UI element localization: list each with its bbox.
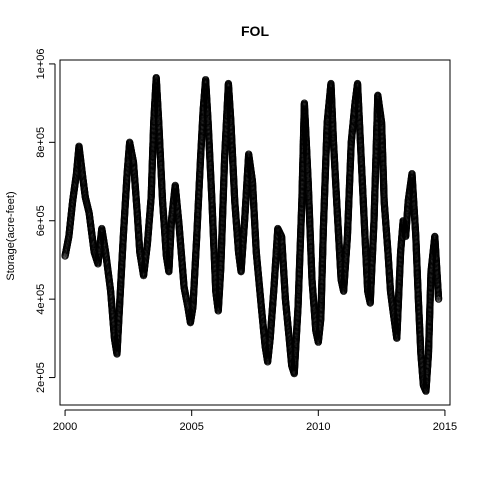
y-axis-label: Storage(acre-feet): [5, 191, 17, 280]
data-points: [61, 73, 443, 395]
chart-title: FOL: [241, 23, 269, 39]
plot-frame: [59, 59, 451, 406]
